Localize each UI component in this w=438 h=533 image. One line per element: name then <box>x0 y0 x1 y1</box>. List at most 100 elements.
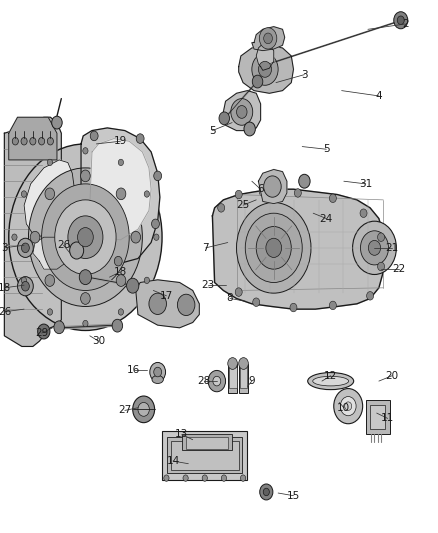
Circle shape <box>221 475 226 481</box>
Polygon shape <box>33 237 72 269</box>
Circle shape <box>208 370 226 392</box>
Circle shape <box>83 148 88 154</box>
Circle shape <box>152 219 159 229</box>
Circle shape <box>329 194 336 203</box>
Circle shape <box>258 61 272 77</box>
Circle shape <box>54 321 64 334</box>
Text: 6: 6 <box>257 184 264 194</box>
Text: 3: 3 <box>1 243 8 253</box>
Circle shape <box>68 216 103 259</box>
Circle shape <box>12 234 17 240</box>
Bar <box>240 367 247 388</box>
Polygon shape <box>239 45 293 93</box>
Circle shape <box>164 475 169 481</box>
Circle shape <box>149 293 166 314</box>
Circle shape <box>47 138 53 145</box>
Polygon shape <box>256 44 274 70</box>
Circle shape <box>154 171 162 181</box>
Text: 19: 19 <box>114 136 127 146</box>
Circle shape <box>83 320 88 327</box>
Circle shape <box>114 256 122 266</box>
Circle shape <box>218 204 225 212</box>
Circle shape <box>259 188 266 196</box>
Circle shape <box>47 159 53 166</box>
Polygon shape <box>212 189 383 309</box>
Text: 18: 18 <box>0 283 11 293</box>
Circle shape <box>237 106 247 118</box>
Circle shape <box>345 402 352 410</box>
Text: 20: 20 <box>385 371 399 381</box>
Text: 15: 15 <box>287 491 300 500</box>
Circle shape <box>334 389 363 424</box>
Circle shape <box>39 138 45 145</box>
Circle shape <box>259 28 277 49</box>
Circle shape <box>136 134 144 143</box>
Circle shape <box>90 131 98 141</box>
Circle shape <box>237 203 311 293</box>
Circle shape <box>28 168 142 306</box>
Text: 21: 21 <box>385 243 399 253</box>
Text: 23: 23 <box>201 280 215 290</box>
Circle shape <box>21 138 27 145</box>
Polygon shape <box>90 139 151 240</box>
Text: 9: 9 <box>248 376 255 386</box>
Circle shape <box>45 274 55 286</box>
Bar <box>228 364 237 393</box>
Circle shape <box>353 221 396 274</box>
Text: 16: 16 <box>127 366 140 375</box>
Circle shape <box>52 116 62 129</box>
Ellipse shape <box>152 375 163 384</box>
Circle shape <box>21 277 27 284</box>
Polygon shape <box>258 169 287 204</box>
Circle shape <box>397 16 404 25</box>
Text: 27: 27 <box>118 406 131 415</box>
Circle shape <box>360 209 367 217</box>
Bar <box>370 405 385 429</box>
Circle shape <box>30 138 36 145</box>
Circle shape <box>154 367 162 377</box>
Circle shape <box>244 122 255 136</box>
Text: 26: 26 <box>0 307 11 317</box>
Circle shape <box>9 144 162 330</box>
Circle shape <box>18 277 33 296</box>
Circle shape <box>183 475 188 481</box>
Text: 31: 31 <box>359 179 372 189</box>
Circle shape <box>38 324 50 339</box>
Circle shape <box>231 99 253 125</box>
Circle shape <box>47 309 53 315</box>
Bar <box>229 367 237 388</box>
Circle shape <box>42 184 129 290</box>
Text: 14: 14 <box>166 456 180 466</box>
Circle shape <box>70 242 84 259</box>
Circle shape <box>118 159 124 166</box>
Circle shape <box>118 309 124 315</box>
Text: 5: 5 <box>209 126 216 135</box>
Circle shape <box>133 396 155 423</box>
Circle shape <box>177 294 195 316</box>
Circle shape <box>329 301 336 310</box>
Text: 30: 30 <box>92 336 105 346</box>
Text: 2: 2 <box>402 19 409 29</box>
Circle shape <box>116 274 126 286</box>
Circle shape <box>253 298 260 306</box>
Text: 5: 5 <box>323 144 330 154</box>
Bar <box>171 441 239 470</box>
Text: 11: 11 <box>381 414 394 423</box>
Circle shape <box>21 281 29 291</box>
Text: 13: 13 <box>175 430 188 439</box>
Bar <box>162 431 247 480</box>
Circle shape <box>81 170 90 182</box>
Circle shape <box>116 188 126 200</box>
Circle shape <box>394 12 408 29</box>
Text: 22: 22 <box>392 264 405 274</box>
Circle shape <box>299 174 310 188</box>
Circle shape <box>127 278 139 293</box>
Polygon shape <box>24 160 74 237</box>
Circle shape <box>213 376 221 386</box>
Circle shape <box>235 288 242 296</box>
Circle shape <box>360 231 389 265</box>
Circle shape <box>263 488 269 496</box>
Circle shape <box>294 189 301 197</box>
Text: 26: 26 <box>57 240 70 250</box>
Circle shape <box>202 475 208 481</box>
